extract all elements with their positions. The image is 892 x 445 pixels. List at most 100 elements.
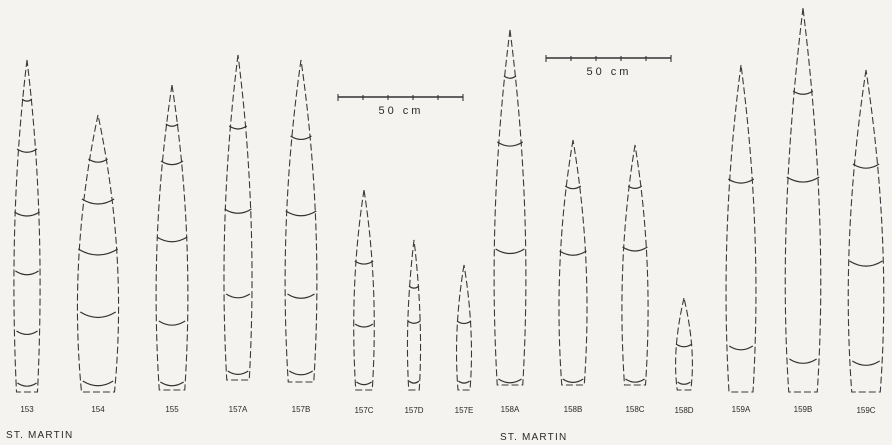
stalk-node (789, 358, 817, 364)
stalk-node (408, 380, 420, 384)
stalk-label: 157D (404, 406, 423, 415)
stalk-label: 158B (564, 405, 583, 414)
scale-bar-label: 50 cm (587, 66, 632, 78)
site-label: ST. MARTIN (500, 432, 567, 443)
stalk-node (456, 320, 472, 325)
stalk-node (79, 311, 117, 319)
stalk-154: 154 (76, 114, 120, 414)
stalk-node (627, 185, 643, 190)
stalk-label: 158A (501, 405, 520, 414)
stalk-node (288, 370, 314, 376)
stalk-outline (455, 264, 473, 391)
stalk-outline (847, 69, 885, 393)
stalk-158d: 158D (674, 297, 694, 415)
stalk-node (408, 285, 420, 289)
stalk-label: 159A (732, 405, 751, 414)
stalk-node (15, 270, 39, 276)
stalk-node (160, 381, 184, 387)
stalk-node (290, 135, 312, 141)
stalks-layer: 153 154 155 157A 157B 157C 157D 157E 158A 158B 158… (13, 7, 885, 415)
stalk-label: 157A (229, 405, 248, 414)
stalk-label: 158C (625, 405, 644, 414)
scale-bar-right: 50 cm (545, 55, 672, 78)
stalk-outline (784, 7, 822, 393)
stalk-label: 157E (455, 406, 474, 415)
stalk-node (792, 90, 814, 95)
stalk-node (77, 248, 119, 256)
stalk-159c: 159C (847, 69, 885, 415)
stalk-158b: 158B (558, 139, 588, 414)
stalk-157c: 157C (353, 189, 375, 415)
stalk-node (356, 381, 372, 386)
stalk-label: 157B (292, 405, 311, 414)
stalk-outline (353, 189, 375, 391)
stalk-label: 153 (20, 405, 34, 414)
stalk-node (677, 381, 691, 385)
stalk-157e: 157E (455, 264, 474, 415)
stalk-node (21, 98, 33, 102)
stalk-label: 157C (354, 406, 373, 415)
stalk-node (407, 320, 421, 324)
stalk-node (228, 125, 248, 130)
stalk-node (354, 323, 374, 328)
site-label: ST. MARTIN (6, 430, 73, 441)
stalk-155: 155 (155, 84, 189, 414)
stalk-159b: 159B (784, 7, 822, 414)
stalk-node (16, 148, 38, 153)
stalk-label: 155 (165, 405, 179, 414)
stalk-label: 158D (674, 406, 693, 415)
stalk-157a: 157A (223, 54, 253, 414)
stalk-outline (493, 29, 527, 386)
stalk-node (559, 250, 587, 256)
stalk-node (562, 378, 584, 383)
stalk-label: 159C (856, 406, 875, 415)
stalk-node (852, 163, 880, 169)
stalk-node (156, 236, 188, 243)
stalk-outline (621, 144, 649, 386)
stalk-outline (558, 139, 588, 386)
stalk-node (354, 260, 374, 265)
scale-bar-label: 50 cm (379, 105, 424, 117)
stalk-node (622, 246, 648, 252)
stalk-outline (76, 114, 120, 393)
stalk-label: 159B (794, 405, 813, 414)
stalk-node (165, 123, 179, 127)
stalk-node (88, 158, 108, 163)
stalk-node (728, 345, 754, 351)
stalk-outline (725, 64, 757, 393)
stalk-node (158, 320, 186, 326)
stalk-node (224, 208, 252, 214)
stalk-node (498, 378, 522, 384)
stalk-node (849, 260, 883, 267)
stalk-node (852, 360, 880, 366)
stalk-outline (675, 297, 693, 391)
stalk-158a: 158A (493, 29, 527, 414)
stalk-node (225, 293, 251, 299)
stalk-outline (155, 84, 189, 391)
stalk-node (495, 248, 525, 255)
stalk-node (564, 185, 582, 190)
stalk-node (16, 330, 38, 336)
stalk-node (503, 75, 517, 79)
stalk-node (625, 378, 645, 383)
stalk-153: 153 (13, 59, 41, 414)
stalk-node (496, 141, 524, 147)
stalk-157b: 157B (284, 59, 318, 414)
stalk-node (287, 293, 315, 299)
stalk-outline (284, 59, 318, 383)
stalk-node (727, 178, 755, 184)
stalk-node (458, 380, 470, 384)
stalk-node (14, 211, 40, 217)
stalk-node (17, 382, 37, 387)
stalk-node (675, 343, 693, 348)
stalk-157d: 157D (404, 239, 424, 415)
stalk-159a: 159A (725, 64, 757, 414)
stalk-node (82, 380, 114, 387)
stalk-outline (223, 54, 253, 381)
stalk-node (786, 176, 820, 183)
stalk-node (81, 198, 115, 205)
scale-bar-left: 50 cm (337, 94, 464, 117)
stalk-label: 154 (91, 405, 105, 414)
stalk-node (160, 160, 184, 166)
